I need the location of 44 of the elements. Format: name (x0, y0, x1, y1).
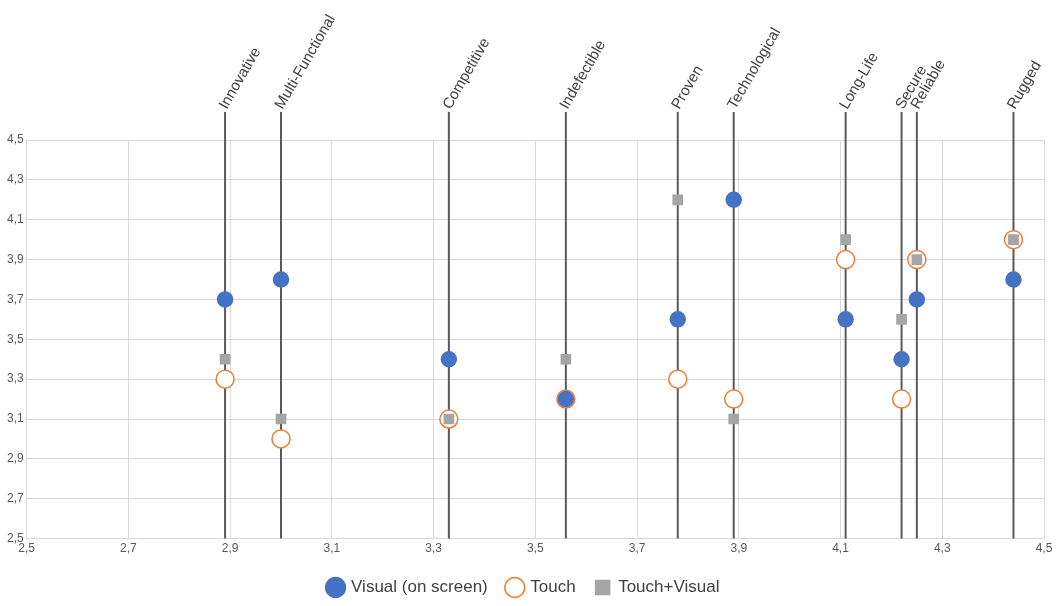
x-tick-label: 2,7 (120, 541, 138, 556)
x-tick-label: 4,3 (933, 541, 951, 556)
point (672, 194, 684, 206)
x-tick-label: 4,5 (1035, 541, 1053, 556)
point (219, 353, 231, 365)
point (440, 350, 458, 368)
point (669, 311, 687, 328)
y-tick-label: 3,3 (6, 371, 24, 386)
point (835, 249, 856, 270)
y-tick-label: 3,1 (6, 411, 24, 426)
x-tick-label: 3,1 (323, 541, 341, 556)
point (1005, 271, 1022, 288)
x-tick-label: 2,9 (221, 541, 239, 556)
point (272, 271, 290, 288)
x-tick-label: 3,3 (425, 541, 443, 556)
y-tick-label: 4,5 (6, 132, 24, 147)
point (893, 350, 910, 368)
point (840, 234, 851, 245)
point (560, 353, 572, 365)
x-tick-label: 3,5 (527, 541, 544, 556)
point (896, 314, 907, 325)
point (668, 369, 688, 389)
point (837, 311, 854, 328)
legend-label: Visual (on screen) (351, 577, 488, 597)
y-tick-label: 2,7 (6, 491, 24, 506)
x-tick-label: 4,1 (832, 541, 850, 556)
point (728, 413, 740, 425)
y-tick-label: 3,5 (6, 331, 24, 346)
y-tick-label: 3,9 (6, 251, 24, 266)
x-tick-label: 3,9 (730, 541, 748, 556)
point (725, 191, 742, 209)
y-tick-label: 4,3 (6, 172, 24, 187)
point (908, 291, 926, 308)
y-tick-label: 4,1 (6, 212, 24, 227)
point (215, 369, 235, 389)
point (891, 389, 912, 409)
y-tick-label: 3,7 (6, 291, 24, 306)
y-tick-label: 2,9 (6, 451, 24, 466)
legend-label: Touch (530, 577, 576, 597)
x-tick-label: 3,7 (628, 541, 646, 556)
point (216, 291, 234, 308)
legend-label: Touch+Visual (618, 577, 720, 597)
point (723, 389, 744, 409)
point (271, 429, 291, 449)
